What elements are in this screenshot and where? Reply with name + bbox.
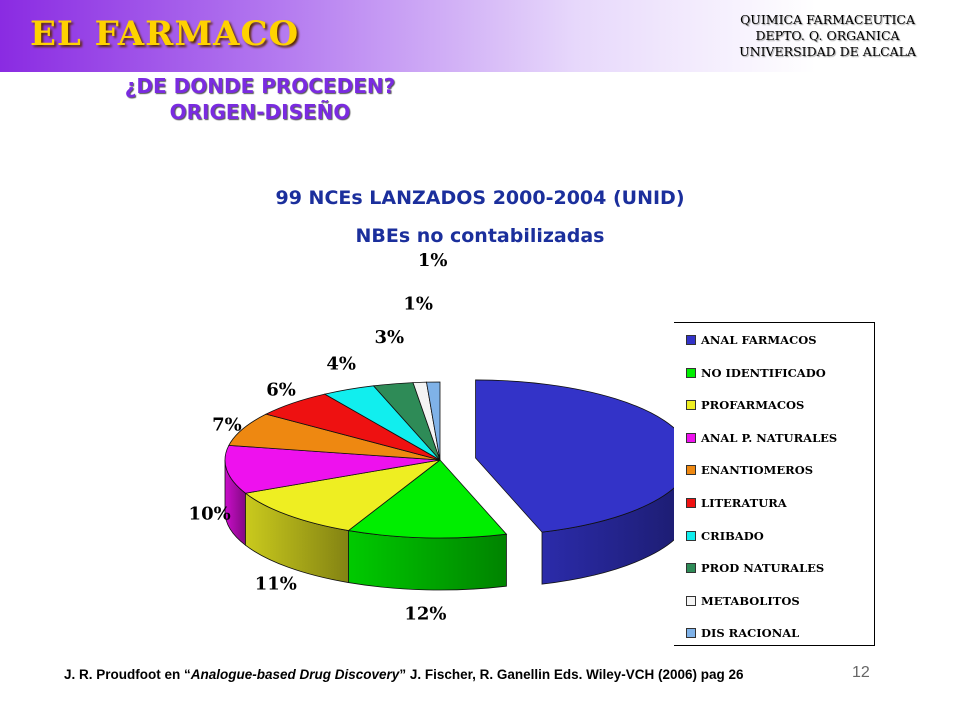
institution-line: DEPTO. Q. ORGANICA <box>755 28 900 43</box>
data-label-metabolitos: 1% <box>403 294 433 315</box>
header-band <box>0 0 960 72</box>
legend-label: CRIBADO <box>701 528 764 543</box>
legend-swatch <box>686 595 696 606</box>
pie-slice-profarmacos <box>244 459 441 532</box>
legend-swatch <box>686 465 696 476</box>
data-label-cribado: 4% <box>326 354 356 375</box>
subtitle-line-1: ¿DE DONDE PROCEDEN? <box>124 74 396 98</box>
institution-line: QUIMICA FARMACEUTICA <box>740 12 916 27</box>
legend-item: DIS RACIONAL <box>686 624 799 642</box>
legend-swatch <box>686 628 696 639</box>
legend-item: LITERATURA <box>686 494 787 512</box>
pie-slice-side-no-identificado <box>348 530 507 591</box>
chart-subtitle: NBEs no contabilizadas <box>355 225 605 247</box>
institution-line: UNIVERSIDAD DE ALCALA <box>739 44 916 59</box>
legend-label: ENANTIOMEROS <box>701 463 814 478</box>
legend-label: ANAL FARMACOS <box>701 333 817 347</box>
chart-title: 99 NCEs LANZADOS 2000-2004 (UNID) <box>275 187 685 209</box>
data-label-anal-p-naturales: 10% <box>189 504 231 525</box>
legend-item: ANAL P. NATURALES <box>686 429 837 447</box>
data-label-enantiomeros: 7% <box>212 414 242 435</box>
pie-slice-dis-racional <box>426 381 441 461</box>
data-label-literatura: 6% <box>266 380 296 401</box>
legend-item: ENANTIOMEROS <box>686 461 813 479</box>
legend-item: NO IDENTIFICADO <box>686 364 826 382</box>
legend-swatch <box>686 367 696 378</box>
legend-label: METABOLITOS <box>701 593 800 608</box>
pie-slices <box>224 379 691 591</box>
slide-subtitle: ¿DE DONDE PROCEDEN? ORIGEN-DISEÑO <box>100 73 420 125</box>
legend-label: ANAL P. NATURALES <box>701 430 838 445</box>
reference-prefix: J. R. Proudfoot en “ <box>64 667 191 682</box>
legend-swatch <box>686 400 696 411</box>
legend-label: NO IDENTIFICADO <box>701 365 826 380</box>
legend-swatch <box>686 530 696 541</box>
pie-slice-no-identificado <box>347 459 508 539</box>
legend-swatch <box>686 498 696 508</box>
legend-swatch <box>686 563 696 574</box>
institution-block: QUIMICA FARMACEUTICA DEPTO. Q. ORGANICA … <box>739 12 916 60</box>
pie-slice-anal-p-naturales <box>224 444 441 494</box>
reference-suffix: ” J. Fischer, R. Ganellin Eds. Wiley-VCH… <box>399 667 744 682</box>
data-label-dis-racional: 1% <box>418 250 448 271</box>
legend-label: DIS RACIONAL <box>701 626 800 641</box>
chart-legend: ANAL FARMACOS NO IDENTIFICADO PROFARMACOS A… <box>674 322 875 646</box>
page-number: 12 <box>852 664 870 681</box>
slide-title: EL FARMACO <box>30 14 300 54</box>
legend-label: LITERATURA <box>701 496 787 510</box>
legend-swatch <box>686 335 696 345</box>
data-label-prod-naturales: 3% <box>375 327 405 348</box>
subtitle-line-2: ORIGEN-DISEÑO <box>169 100 351 124</box>
legend-label: PROFARMACOS <box>701 398 805 413</box>
reference-book-title: Analogue-based Drug Discovery <box>190 667 400 682</box>
data-label-no-identificado: 12% <box>404 603 446 624</box>
legend-item: CRIBADO <box>686 527 764 545</box>
legend-item: METABOLITOS <box>686 592 800 610</box>
legend-item: PROFARMACOS <box>686 396 804 414</box>
reference-citation: J. R. Proudfoot en “Analogue-based Drug … <box>64 667 744 682</box>
legend-label: PROD NATURALES <box>701 561 825 576</box>
data-label-profarmacos: 11% <box>255 573 297 594</box>
legend-swatch <box>686 432 696 443</box>
legend-item: ANAL FARMACOS <box>686 331 817 349</box>
legend-item: PROD NATURALES <box>686 559 824 577</box>
